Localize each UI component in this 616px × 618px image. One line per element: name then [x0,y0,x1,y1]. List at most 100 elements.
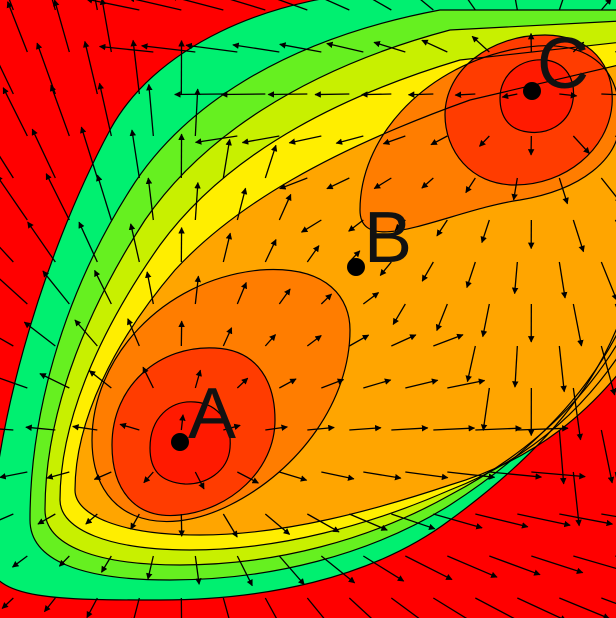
field-arrow [31,128,56,179]
field-arrow [37,513,56,525]
field-arrow [194,369,202,389]
stationary-points: A B C [171,24,589,454]
point-b-label: B [364,198,412,278]
field-arrow [130,597,140,618]
field-arrow [80,126,98,179]
field-arrow [0,174,28,221]
field-arrow [572,41,585,53]
field-arrow [236,555,253,587]
field-arrow [433,513,483,530]
contour-lines [0,0,616,601]
field-arrow [93,471,112,481]
field-arrow [236,281,248,305]
contour-line [149,401,231,485]
field-arrow [572,303,584,347]
field-arrow [447,471,496,480]
field-arrow [436,219,448,237]
field-arrow [43,597,56,613]
field-arrow [194,88,201,137]
field-arrow [222,597,230,618]
field-arrow [421,39,448,53]
field-arrow [320,555,356,584]
point-c-label: C [537,24,589,104]
field-arrow [264,238,277,263]
field-arrow [277,0,308,11]
field-arrow [432,597,468,618]
field-arrow [279,378,297,389]
contour-bands [0,0,616,600]
field-arrow [314,91,350,98]
field-arrow [264,334,276,347]
field-arrow [321,471,355,481]
field-arrow [601,597,616,605]
field-arrow [480,303,490,338]
field-arrow [222,138,232,179]
field-arrow [479,135,490,147]
field-arrow [501,92,518,100]
field-arrow [405,471,449,481]
field-arrow [390,597,420,618]
field-arrow [278,193,292,221]
field-arrow [127,318,140,347]
field-arrow [421,261,434,282]
contour-line [74,65,616,536]
field-arrow [264,597,278,618]
field-arrow [405,555,453,581]
field-arrow [278,288,291,305]
field-arrow [241,135,280,145]
field-arrow [194,275,202,305]
field-arrow [222,327,233,347]
contour-line [29,9,616,581]
point-a-marker [171,433,189,451]
field-arrow [511,261,519,295]
field-arrow [600,345,616,396]
field-arrow [27,221,56,263]
field-arrow [279,42,322,53]
contour-line [111,347,276,517]
contour-band-8a [150,401,231,485]
field-arrow [531,471,586,480]
field-arrow [130,513,140,530]
field-arrow [278,555,305,586]
contour-line [444,34,613,186]
field-arrow [170,0,224,11]
field-arrow [348,219,364,232]
field-arrow [236,377,249,389]
field-arrow [348,597,373,618]
field-arrow [335,135,364,145]
field-arrow [232,42,280,53]
field-arrow [222,232,233,263]
field-arrow [349,424,382,432]
field-arrow [320,293,333,305]
field-arrow [572,471,582,527]
field-arrow [74,319,98,347]
field-arrow [179,414,186,431]
field-arrow [572,387,583,441]
field-arrow [321,378,345,389]
field-arrow [430,135,448,146]
point-a-label: A [188,374,236,454]
field-arrow [185,42,238,53]
field-arrow [391,334,417,347]
field-arrow [600,261,616,301]
field-arrow [372,0,392,11]
field-arrow [0,428,14,431]
field-arrow [42,270,70,305]
field-arrow [421,177,434,189]
field-arrow [517,597,567,618]
field-arrow [25,424,56,431]
field-arrow [264,144,278,179]
field-arrow [467,0,476,11]
field-arrow [454,91,476,98]
field-arrow [0,246,14,263]
field-arrow [267,91,308,98]
field-arrow [279,177,308,190]
field-arrow [39,373,70,389]
field-arrow [517,513,571,528]
field-arrow [558,345,567,393]
field-arrow [49,84,70,137]
field-arrow [558,0,564,11]
field-arrow [435,303,448,332]
field-arrow [11,555,28,568]
